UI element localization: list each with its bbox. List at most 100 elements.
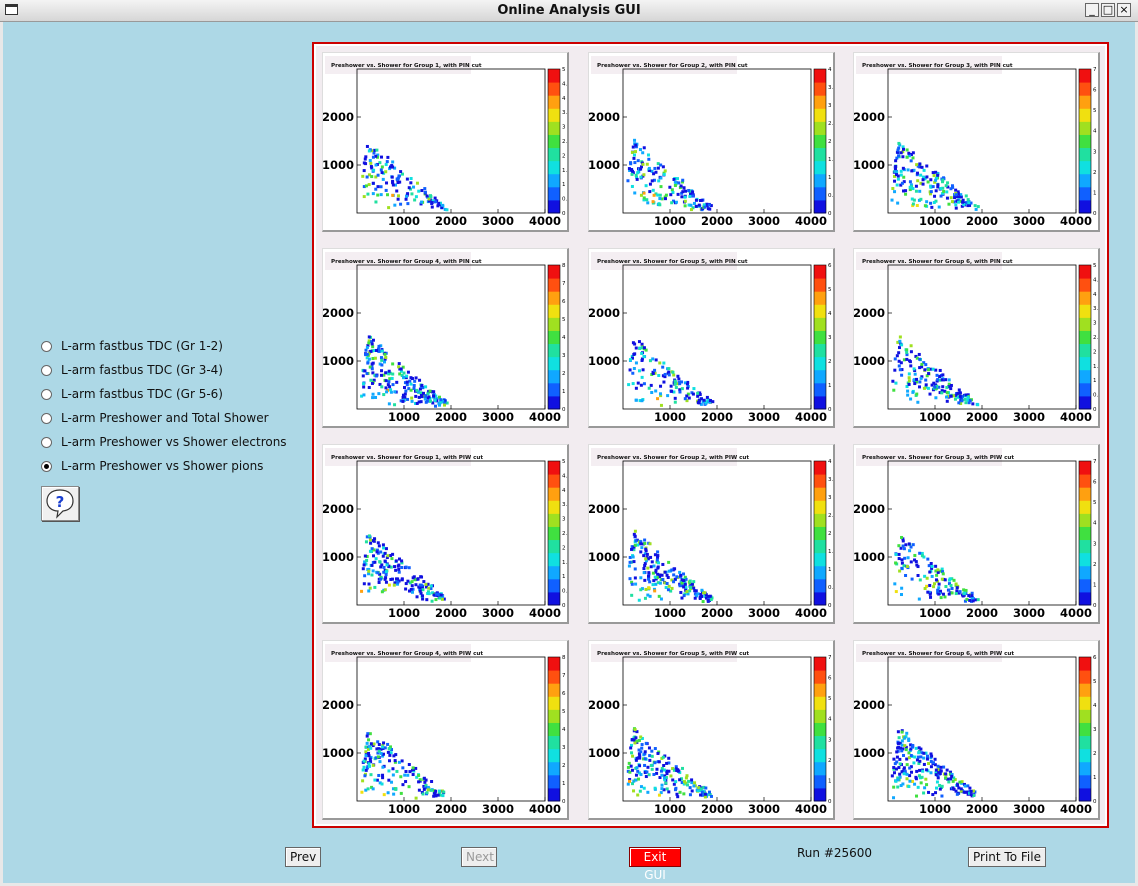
histogram-bin: [390, 780, 394, 784]
radio-button[interactable]: [41, 389, 52, 400]
histogram-bin: [630, 768, 634, 772]
histogram-bin: [690, 781, 694, 785]
histogram-pad[interactable]: Preshower vs. Shower for Group 2, with P…: [588, 52, 835, 232]
histogram-pad[interactable]: Preshower vs. Shower for Group 3, with P…: [853, 444, 1100, 624]
histogram-bin: [407, 589, 411, 593]
radio-button[interactable]: [41, 365, 52, 376]
histogram-bin: [649, 763, 653, 767]
histogram-bin: [370, 362, 374, 366]
histogram-bin: [386, 388, 390, 392]
histogram-pad[interactable]: Preshower vs. Shower for Group 4, with P…: [322, 248, 569, 428]
color-scale-label: 0: [562, 603, 566, 609]
color-scale-label: 7: [828, 655, 832, 661]
radio-button[interactable]: [41, 341, 52, 352]
histogram-bin: [385, 390, 389, 394]
radio-button-selected[interactable]: [41, 461, 52, 472]
histogram-bin: [700, 198, 704, 202]
y-tick-label: 1000: [323, 550, 354, 564]
histogram-bin: [632, 156, 636, 160]
histogram-bin: [703, 591, 707, 595]
histogram-bin: [634, 398, 638, 402]
histogram-bin: [706, 594, 710, 598]
histogram-bin: [424, 582, 428, 586]
histogram-bin: [914, 184, 918, 188]
histogram-bin: [434, 394, 438, 398]
histogram-bin: [924, 751, 928, 755]
exit-gui-button[interactable]: Exit GUI: [629, 847, 681, 882]
histogram-bin: [909, 364, 913, 368]
histogram-bin: [934, 176, 938, 180]
histogram-bin: [628, 368, 632, 372]
histogram-pad[interactable]: Preshower vs. Shower for Group 3, with P…: [853, 52, 1100, 232]
option-label: L-arm Preshower vs Shower pions: [61, 459, 264, 473]
print-to-file-button[interactable]: Print To File: [968, 847, 1046, 867]
histogram-bin: [652, 579, 656, 583]
histogram-bin: [410, 192, 414, 196]
histogram-pad[interactable]: Preshower vs. Shower for Group 6, with P…: [853, 248, 1100, 428]
histogram-bin: [373, 560, 377, 564]
histogram-bin: [913, 382, 917, 386]
histogram-bin: [939, 596, 943, 600]
histogram-bin: [917, 751, 921, 755]
histogram-bin: [930, 565, 934, 569]
minimize-button[interactable]: _: [1085, 3, 1099, 17]
histogram-pad[interactable]: Preshower vs. Shower for Group 2, with P…: [588, 444, 835, 624]
next-button[interactable]: Next: [461, 847, 497, 867]
histogram-bin: [626, 765, 630, 769]
histogram-bin: [630, 582, 634, 586]
histogram-bin: [380, 155, 384, 159]
color-scale-segment: [548, 69, 560, 83]
histogram-bin: [364, 788, 368, 792]
histogram-bin: [672, 573, 676, 577]
histogram-bin: [896, 730, 900, 734]
histogram-bin: [628, 358, 632, 362]
histogram-bin: [647, 157, 651, 161]
histogram-pad[interactable]: Preshower vs. Shower for Group 5, with P…: [588, 640, 835, 820]
color-scale-label: 0: [1093, 211, 1097, 217]
histogram-bin: [367, 589, 371, 593]
histogram-bin: [936, 570, 940, 574]
histogram-bin: [400, 578, 404, 582]
window-icon[interactable]: [5, 4, 18, 15]
histogram-bin: [365, 175, 369, 179]
histogram-bin: [629, 746, 633, 750]
color-scale-label: 6: [562, 691, 566, 697]
histogram-bin: [642, 191, 646, 195]
histogram-bin: [674, 200, 678, 204]
histogram-bin: [921, 178, 925, 182]
histogram-bin: [936, 183, 940, 187]
y-tick-label: 2000: [589, 306, 620, 320]
histogram-bin: [376, 173, 380, 177]
option-label: L-arm Preshower and Total Shower: [61, 411, 269, 425]
histogram-bin: [682, 594, 686, 598]
radio-button[interactable]: [41, 413, 52, 424]
histogram-bin: [916, 179, 920, 183]
histogram-bin: [628, 777, 632, 781]
histogram-bin: [929, 765, 933, 769]
y-tick-label: 2000: [854, 502, 885, 516]
histogram-bin: [909, 765, 913, 769]
histogram-bin: [406, 192, 410, 196]
radio-button[interactable]: [41, 437, 52, 448]
histogram-pad[interactable]: Preshower vs. Shower for Group 5, with P…: [588, 248, 835, 428]
histogram-bin: [898, 757, 902, 761]
histogram-bin: [917, 597, 921, 601]
histogram-pad[interactable]: Preshower vs. Shower for Group 1, with P…: [322, 444, 569, 624]
histogram-bin: [947, 385, 951, 389]
close-button[interactable]: ×: [1117, 3, 1131, 17]
histogram-canvas[interactable]: Preshower vs. Shower for Group 1, with P…: [312, 42, 1109, 828]
histogram-bin: [640, 342, 644, 346]
maximize-button[interactable]: □: [1101, 3, 1115, 17]
help-button[interactable]: ?: [41, 486, 79, 521]
histogram-bin: [691, 206, 695, 210]
histogram-bin: [905, 763, 909, 767]
histogram-pad[interactable]: Preshower vs. Shower for Group 4, with P…: [322, 640, 569, 820]
histogram-bin: [381, 773, 385, 777]
histogram-bin: [643, 564, 647, 568]
prev-button[interactable]: Prev: [285, 847, 321, 867]
histogram-pad[interactable]: Preshower vs. Shower for Group 1, with P…: [322, 52, 569, 232]
histogram-bin: [909, 397, 913, 401]
histogram-bin: [901, 539, 905, 543]
histogram-bin: [630, 547, 634, 551]
histogram-pad[interactable]: Preshower vs. Shower for Group 6, with P…: [853, 640, 1100, 820]
